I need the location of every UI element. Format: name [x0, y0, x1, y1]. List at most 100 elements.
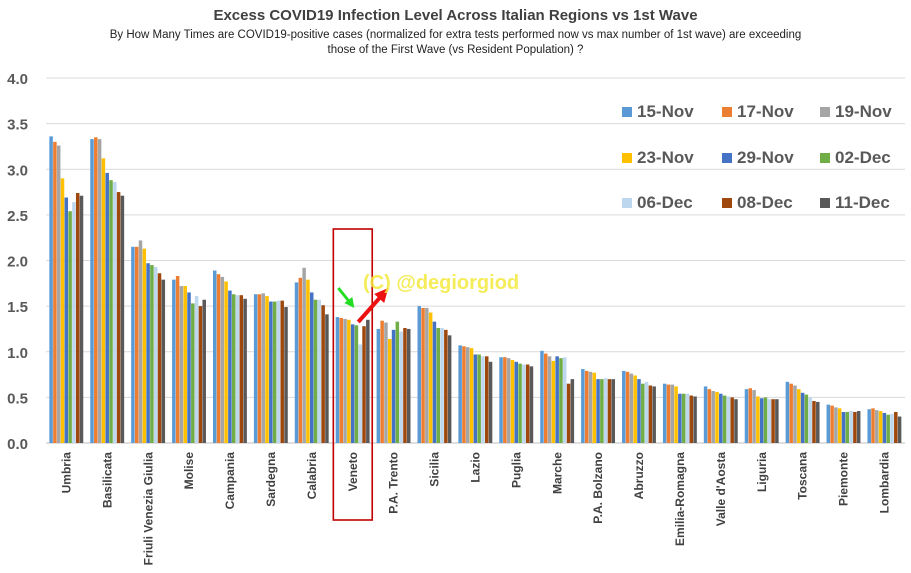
bar: [212, 270, 217, 443]
bar: [257, 294, 262, 443]
bar: [637, 379, 641, 443]
legend-swatch: [820, 153, 830, 163]
bar: [841, 411, 846, 443]
bar: [588, 371, 593, 443]
bar: [816, 401, 820, 443]
legend-swatch: [622, 198, 632, 208]
bar: [150, 265, 154, 443]
bar: [726, 396, 731, 443]
x-tick-label: Calabria: [305, 452, 319, 500]
bar: [90, 139, 94, 443]
bar: [272, 301, 277, 443]
bar: [878, 411, 883, 443]
bar: [670, 384, 675, 443]
watermark: (C) @degiorgiod: [363, 272, 520, 294]
bar: [175, 276, 180, 443]
legend-label: 23-Nov: [637, 148, 694, 167]
bar: [499, 357, 503, 443]
bar: [793, 385, 797, 443]
bar: [596, 379, 600, 443]
down-arrow-head-icon: [344, 297, 355, 308]
subtitle-line-2: those of the First Wave (vs Resident Pop…: [327, 44, 584, 56]
bar: [131, 246, 135, 443]
bar: [875, 410, 879, 443]
bar: [603, 378, 608, 443]
legend-swatch: [722, 198, 732, 208]
highlight-box: [332, 228, 374, 521]
bar: [399, 331, 403, 443]
bar: [116, 192, 121, 443]
bar: [294, 282, 299, 443]
bar: [183, 286, 187, 443]
bar: [522, 364, 526, 443]
legend-item: 06-Dec: [622, 193, 693, 213]
bar: [897, 416, 902, 443]
x-tick-label: Friuli Venezia Giulia: [141, 452, 155, 566]
legend-swatch: [722, 153, 732, 163]
bar: [194, 296, 199, 443]
bar: [462, 346, 466, 443]
bar: [68, 211, 72, 443]
bar: [444, 329, 448, 443]
x-tick-label: Piemonte: [837, 452, 851, 506]
bar: [734, 399, 738, 443]
bar: [566, 383, 571, 443]
bar: [867, 409, 871, 443]
bar: [544, 353, 548, 443]
bar: [153, 266, 158, 443]
bar: [625, 371, 630, 443]
x-tick-label: P.A. Bolzano: [591, 452, 605, 524]
bar: [384, 322, 388, 443]
bar: [856, 411, 861, 443]
bar: [376, 328, 381, 443]
bar: [503, 357, 507, 443]
bar: [161, 279, 166, 443]
y-tick-label: 0.0: [7, 436, 28, 453]
bar: [674, 386, 678, 443]
y-tick-label: 2.0: [7, 254, 28, 271]
bar: [477, 354, 481, 443]
bar: [890, 413, 894, 443]
bar: [202, 299, 206, 443]
x-tick-label: Basilicata: [100, 452, 114, 508]
legend-label: 17-Nov: [737, 102, 794, 121]
bar: [335, 317, 340, 443]
bar: [354, 325, 359, 443]
legend-label: 29-Nov: [737, 148, 794, 167]
bar: [172, 279, 176, 443]
bar: [421, 307, 425, 443]
legend-item: 17-Nov: [722, 102, 794, 122]
legend-label: 06-Dec: [637, 193, 693, 212]
bar: [358, 344, 362, 443]
bar: [56, 145, 61, 443]
bar: [224, 281, 228, 443]
legend-item: 08-Dec: [722, 193, 793, 213]
bar: [581, 369, 585, 443]
bar: [759, 398, 764, 443]
bar: [514, 361, 519, 443]
bar: [871, 408, 875, 443]
bar: [362, 326, 366, 443]
y-tick-label: 4.0: [7, 71, 28, 88]
bar: [648, 385, 653, 443]
bar: [629, 373, 634, 443]
bar: [440, 328, 444, 443]
bar: [652, 386, 656, 443]
x-tick-label: Liguria: [755, 452, 769, 492]
x-tick-label: Marche: [550, 452, 564, 494]
bar: [481, 356, 485, 443]
bar: [719, 393, 723, 443]
bar: [469, 348, 474, 443]
legend-swatch: [820, 107, 830, 117]
bar: [105, 172, 109, 443]
bar: [428, 312, 433, 443]
bar: [767, 399, 772, 443]
x-tick-label: Toscana: [796, 452, 810, 500]
y-tick-label: 3.0: [7, 162, 28, 179]
y-tick-label: 1.5: [7, 299, 28, 316]
bar: [715, 391, 719, 443]
bar: [611, 379, 616, 443]
bar: [644, 381, 649, 443]
x-tick-label: Campania: [223, 452, 237, 510]
bar: [812, 401, 816, 443]
